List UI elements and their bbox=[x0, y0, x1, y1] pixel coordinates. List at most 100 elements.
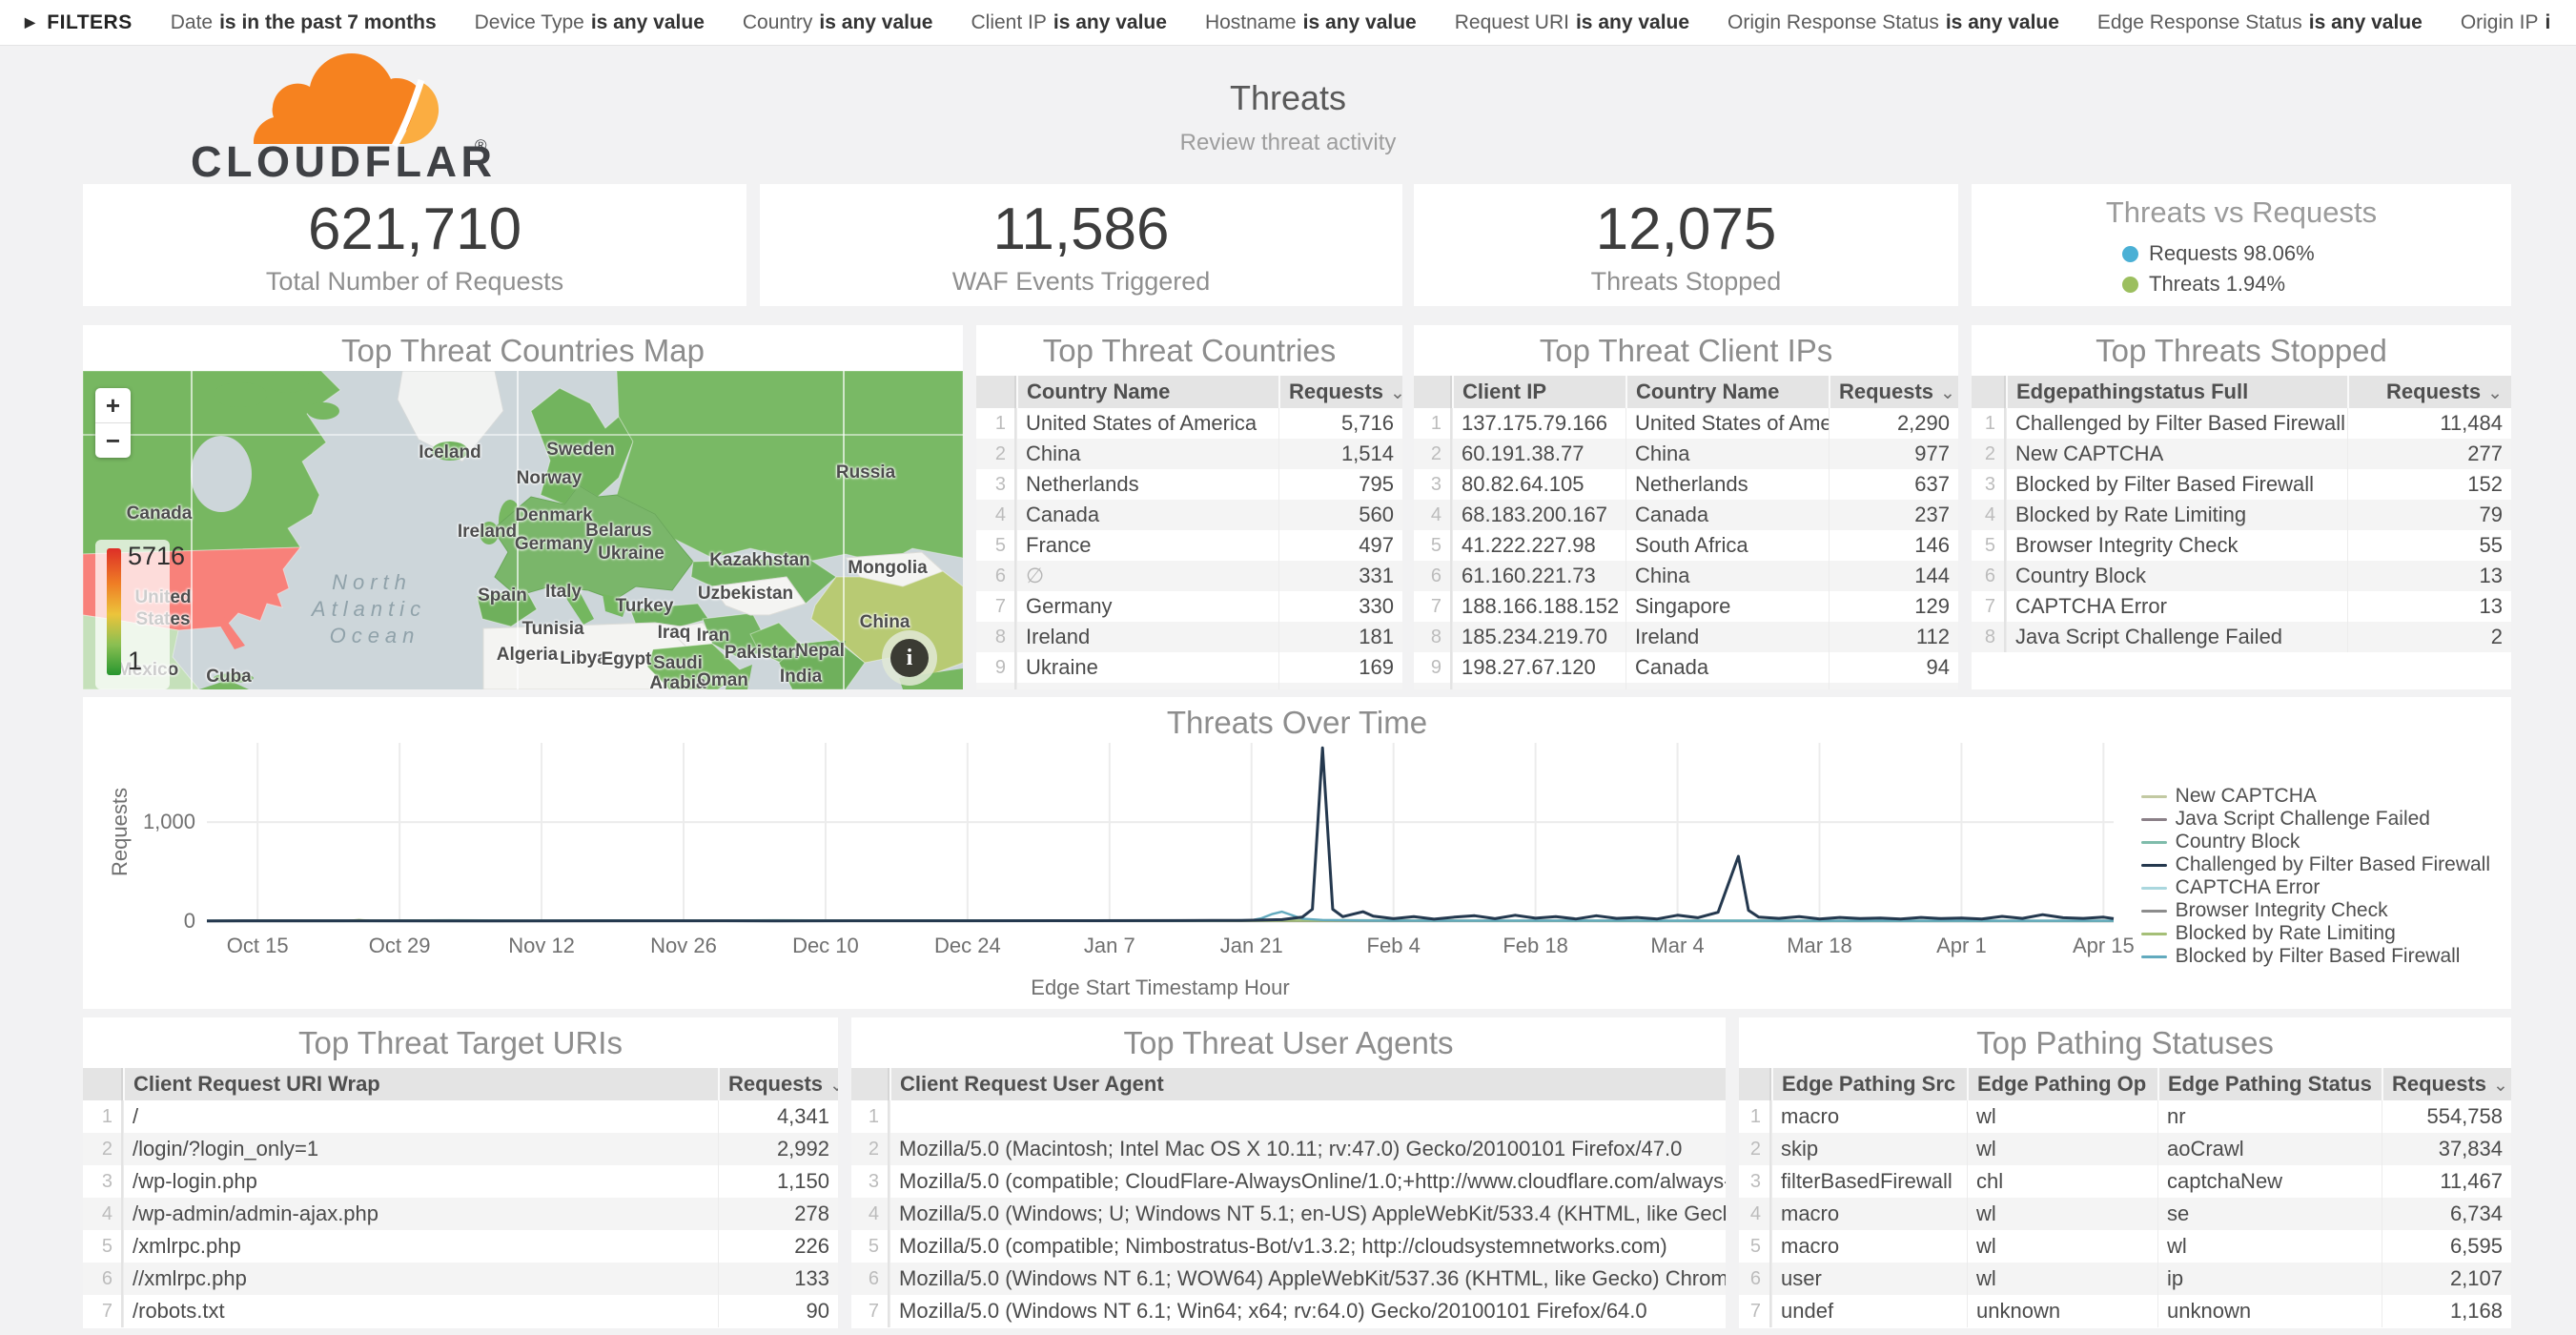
column-header[interactable]: Edge Pathing Status bbox=[2157, 1068, 2382, 1100]
column-header[interactable]: Requests⌄ bbox=[1278, 376, 1402, 408]
map-info-button[interactable]: i bbox=[882, 630, 937, 686]
cell: Ireland bbox=[1016, 622, 1278, 652]
country-label: Canada bbox=[126, 503, 193, 524]
filter-item[interactable]: Request URI is any value bbox=[1454, 10, 1690, 33]
legend-dot-icon bbox=[2122, 276, 2138, 293]
x-tick-label: Oct 15 bbox=[227, 934, 289, 957]
cell: 2,290 bbox=[1829, 408, 1958, 439]
chart-legend-item[interactable]: Blocked by Rate Limiting bbox=[2140, 922, 2490, 945]
row-index-header[interactable] bbox=[1414, 376, 1452, 408]
row-index: 6 bbox=[1414, 561, 1452, 591]
column-header[interactable]: Requests⌄ bbox=[2382, 1068, 2511, 1100]
table-row: 6 ∅ 331 bbox=[976, 561, 1402, 591]
zoom-in-button[interactable]: + bbox=[105, 390, 121, 420]
cell: 1,168 bbox=[2382, 1295, 2511, 1327]
row-index: 4 bbox=[1972, 500, 2006, 530]
row-index: 6 bbox=[851, 1263, 889, 1295]
column-header[interactable]: Edge Pathing Op bbox=[1967, 1068, 2157, 1100]
column-header[interactable]: Client IP bbox=[1452, 376, 1625, 408]
table-row: 7 188.166.188.152 Singapore 129 bbox=[1414, 591, 1958, 622]
cell: 637 bbox=[1829, 469, 1958, 500]
cell: United States of America bbox=[1625, 408, 1829, 439]
chart-legend-item[interactable]: Java Script Challenge Failed bbox=[2140, 808, 2490, 831]
column-header[interactable]: Requests⌄ bbox=[718, 1068, 838, 1100]
table-row: 5 Mozilla/5.0 (compatible; Nimbostratus-B… bbox=[851, 1230, 1726, 1263]
row-index: 4 bbox=[976, 500, 1016, 530]
stat-value: 11,586 bbox=[992, 196, 1170, 262]
row-index: 2 bbox=[851, 1133, 889, 1165]
cell: 146 bbox=[1829, 530, 1958, 561]
filter-item[interactable]: Hostname is any value bbox=[1204, 10, 1417, 33]
cell: aoCrawl bbox=[2157, 1133, 2382, 1165]
cell: 79 bbox=[2347, 500, 2511, 530]
table-row: 8 185.234.219.70 Ireland 112 bbox=[1414, 622, 1958, 652]
column-header[interactable]: Client Request URI Wrap bbox=[123, 1068, 718, 1100]
filter-value: is any value bbox=[1302, 10, 1417, 33]
table-header-row: Edgepathingstatus Full Requests ⌄ bbox=[1972, 376, 2511, 408]
chart-legend-item[interactable]: New CAPTCHA bbox=[2140, 785, 2490, 808]
legend-label: Blocked by Rate Limiting bbox=[2175, 922, 2396, 944]
country-label: Belarus bbox=[585, 521, 652, 541]
row-index: 6 bbox=[1972, 561, 2006, 591]
filter-item[interactable]: Device Type is any value bbox=[474, 10, 705, 33]
column-header[interactable]: Requests⌄ bbox=[2347, 376, 2511, 408]
column-header[interactable]: Edgepathingstatus Full bbox=[2006, 376, 2347, 408]
chart-legend-item[interactable]: Country Block bbox=[2140, 831, 2490, 853]
country-label: Mongolia bbox=[848, 558, 928, 578]
cell: 497 bbox=[1278, 530, 1402, 561]
column-header[interactable]: Country Name bbox=[1016, 376, 1278, 408]
info-icon: i bbox=[890, 639, 929, 677]
row-index: 4 bbox=[851, 1198, 889, 1230]
legend-swatch-icon bbox=[2140, 863, 2167, 867]
cell: United States of America bbox=[1016, 408, 1278, 439]
row-index-header[interactable] bbox=[976, 376, 1016, 408]
legend-label: Challenged by Filter Based Firewall bbox=[2175, 853, 2490, 875]
table-row: 1061.160.247.127China88 bbox=[1414, 683, 1958, 689]
table-row: 2/login/?login_only=1 2,992 bbox=[83, 1133, 838, 1165]
row-index-header[interactable] bbox=[1972, 376, 2006, 408]
row-index: 8 bbox=[1414, 622, 1452, 652]
legend-label: Browser Integrity Check bbox=[2175, 899, 2388, 921]
table-row: 1/4,341 bbox=[83, 1100, 838, 1133]
filters-toggle[interactable]: ▶ FILTERS bbox=[25, 11, 133, 34]
cell: 1,514 bbox=[1278, 439, 1402, 469]
table-row: 4 68.183.200.167 Canada 237 bbox=[1414, 500, 1958, 530]
row-index: 1 bbox=[1972, 408, 2006, 439]
column-header[interactable]: Edge Pathing Src bbox=[1771, 1068, 1967, 1100]
table-row: 5/xmlrpc.php 226 bbox=[83, 1230, 838, 1263]
row-index-header[interactable] bbox=[851, 1068, 889, 1100]
cell: filterBasedFirewall bbox=[1771, 1165, 1967, 1198]
world-choropleth-map[interactable]: + − 5716 1 i CanadaUnitedStatesMexicoCub… bbox=[83, 371, 963, 689]
country-label: Iran bbox=[696, 626, 730, 646]
cell: /xmlrpc.php bbox=[123, 1230, 718, 1263]
cell: 13 bbox=[2347, 561, 2511, 591]
filter-item[interactable]: Edge Response Status is any value bbox=[2096, 10, 2423, 33]
chart-legend-item[interactable]: Blocked by Filter Based Firewall bbox=[2140, 945, 2490, 968]
chart-legend-item[interactable]: CAPTCHA Error bbox=[2140, 876, 2490, 899]
row-index-header[interactable] bbox=[83, 1068, 123, 1100]
filter-item[interactable]: Date is in the past 7 months bbox=[170, 10, 437, 33]
column-header[interactable]: Country Name bbox=[1625, 376, 1829, 408]
page-title: Threats bbox=[1229, 78, 1347, 117]
zoom-out-button[interactable]: − bbox=[105, 425, 121, 455]
row-index: 7 bbox=[1972, 591, 2006, 622]
table-header-row: Client Request User Agent bbox=[851, 1068, 1726, 1100]
filter-item[interactable]: Origin Response Status is any value bbox=[1728, 10, 2059, 33]
row-index: 2 bbox=[1414, 439, 1452, 469]
x-tick-label: Feb 18 bbox=[1503, 934, 1568, 957]
table-row: 3 80.82.64.105 Netherlands 637 bbox=[1414, 469, 1958, 500]
column-header[interactable]: Client Request User Agent bbox=[889, 1068, 1726, 1100]
column-header[interactable]: Requests⌄ bbox=[1829, 376, 1958, 408]
stat-label: WAF Events Triggered bbox=[951, 267, 1211, 296]
filter-item[interactable]: Client IP is any value bbox=[971, 10, 1167, 33]
filter-item[interactable]: Country is any value bbox=[742, 10, 933, 33]
chart-legend-item[interactable]: Browser Integrity Check bbox=[2140, 899, 2490, 922]
row-index-header[interactable] bbox=[1739, 1068, 1771, 1100]
cell: 1,150 bbox=[718, 1165, 838, 1198]
table-row: 2 Mozilla/5.0 (Macintosh; Intel Mac OS X … bbox=[851, 1133, 1726, 1165]
x-tick-label: Apr 15 bbox=[2073, 934, 2135, 957]
threats-over-time-chart[interactable]: Oct 15 Oct 29 Nov 12 Nov 26 Dec 10 Dec 24 Jan … bbox=[83, 735, 2511, 1002]
chart-legend-item[interactable]: Challenged by Filter Based Firewall bbox=[2140, 853, 2490, 876]
